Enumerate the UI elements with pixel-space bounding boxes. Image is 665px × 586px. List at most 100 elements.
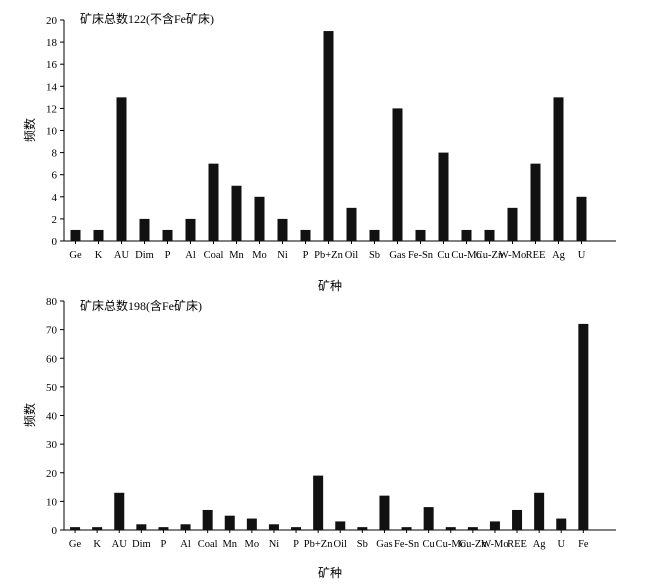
x-category-label: K — [93, 539, 101, 550]
bar-mn — [231, 185, 242, 241]
x-category-label: U — [557, 539, 565, 550]
x-category-label: Gas — [376, 539, 392, 550]
bar-p — [162, 229, 173, 241]
x-category-label: W-Mo — [499, 250, 526, 261]
bar-ge — [70, 229, 81, 241]
bar-k — [93, 229, 104, 241]
y-tick-label: 0 — [52, 525, 58, 537]
y-tick-label: 6 — [52, 170, 58, 182]
x-category-label: Cu — [437, 250, 450, 261]
bar-mo — [246, 518, 257, 530]
bar-ree — [512, 509, 523, 530]
x-category-label: Al — [180, 539, 191, 550]
bar-u — [556, 518, 567, 530]
y-axis-label: 频数 — [22, 118, 37, 142]
x-category-label: Fe-Sn — [408, 250, 434, 261]
x-category-label: Sb — [357, 539, 368, 550]
y-tick-label: 50 — [46, 382, 58, 394]
x-category-label: P — [161, 539, 167, 550]
bar-cu — [423, 507, 434, 530]
bar-fe-sn — [415, 229, 426, 241]
x-category-label: Fe-Sn — [394, 539, 420, 550]
bar-ree — [530, 163, 541, 241]
bar-au — [114, 492, 125, 530]
bar-k — [92, 527, 103, 530]
y-tick-label: 12 — [46, 103, 57, 115]
bar-oil — [335, 521, 346, 530]
y-tick-label: 0 — [52, 236, 58, 248]
x-category-label: Cu-Mo — [451, 250, 481, 261]
y-tick-label: 14 — [46, 81, 58, 93]
bar-sb — [357, 527, 368, 530]
chart-title: 矿床总数122(不含Fe矿床) — [80, 11, 214, 26]
x-category-label: Ge — [69, 539, 82, 550]
x-category-label: Pb+Zn — [314, 250, 343, 261]
bar-u — [576, 196, 587, 241]
x-category-label: Coal — [204, 250, 224, 261]
bar-al — [180, 524, 191, 530]
x-category-label: Dim — [132, 539, 151, 550]
bar-gas — [379, 495, 390, 530]
bar-pb-zn — [323, 31, 334, 241]
y-tick-label: 8 — [52, 148, 58, 160]
bar-fe — [578, 323, 589, 530]
bar-ni — [277, 218, 288, 241]
y-tick-label: 16 — [46, 59, 58, 71]
y-tick-label: 4 — [52, 192, 58, 204]
bar-cu-mo — [445, 527, 456, 530]
y-tick-label: 2 — [52, 214, 58, 226]
x-category-label: Cu-Zn — [459, 539, 487, 550]
x-category-label: Ge — [69, 250, 82, 261]
x-category-label: Mo — [252, 250, 267, 261]
bar-p — [291, 527, 302, 530]
x-category-label: P — [293, 539, 299, 550]
x-category-label: Mn — [222, 539, 237, 550]
bar-p — [300, 229, 311, 241]
bar-pb-zn — [313, 475, 324, 530]
x-category-label: W-Mo — [481, 539, 508, 550]
bar-p — [158, 527, 169, 530]
x-category-label: P — [165, 250, 171, 261]
x-category-label: U — [578, 250, 586, 261]
y-tick-label: 60 — [46, 353, 58, 365]
x-category-label: REE — [507, 539, 527, 550]
x-category-label: Gas — [389, 250, 405, 261]
bar-cu-zn — [484, 229, 495, 241]
y-tick-label: 20 — [46, 15, 58, 27]
bar-w-mo — [489, 521, 500, 530]
bar-cu — [438, 152, 449, 241]
bar-oil — [346, 207, 357, 241]
x-category-label: Cu-Mo — [436, 539, 466, 550]
x-axis-label: 矿种 — [318, 279, 342, 293]
x-category-label: Dim — [135, 250, 154, 261]
chart-title: 矿床总数198(含Fe矿床) — [80, 298, 202, 313]
x-category-label: K — [95, 250, 103, 261]
bar-ni — [268, 524, 279, 530]
x-category-label: Ni — [277, 250, 288, 261]
bar-sb — [369, 229, 380, 241]
bar-ge — [70, 527, 81, 530]
x-category-label: Ni — [269, 539, 280, 550]
x-category-label: Cu-Zn — [476, 250, 504, 261]
x-category-label: Fe — [578, 539, 589, 550]
bar-mn — [224, 515, 235, 530]
y-tick-label: 10 — [46, 496, 58, 508]
bar-mo — [254, 196, 265, 241]
x-category-label: Ag — [552, 250, 566, 261]
x-category-label: Pb+Zn — [304, 539, 333, 550]
x-category-label: Coal — [198, 539, 218, 550]
y-tick-label: 30 — [46, 439, 58, 451]
x-category-label: AU — [114, 250, 130, 261]
y-tick-label: 70 — [46, 325, 58, 337]
bar-au — [116, 97, 127, 241]
x-category-label: Al — [185, 250, 196, 261]
bar-coal — [208, 163, 219, 241]
y-tick-label: 18 — [46, 37, 58, 49]
y-tick-label: 80 — [46, 296, 58, 308]
bar-dim — [136, 524, 147, 530]
x-category-label: Mn — [229, 250, 244, 261]
bar-fe-sn — [401, 527, 412, 530]
bar-dim — [139, 218, 150, 241]
